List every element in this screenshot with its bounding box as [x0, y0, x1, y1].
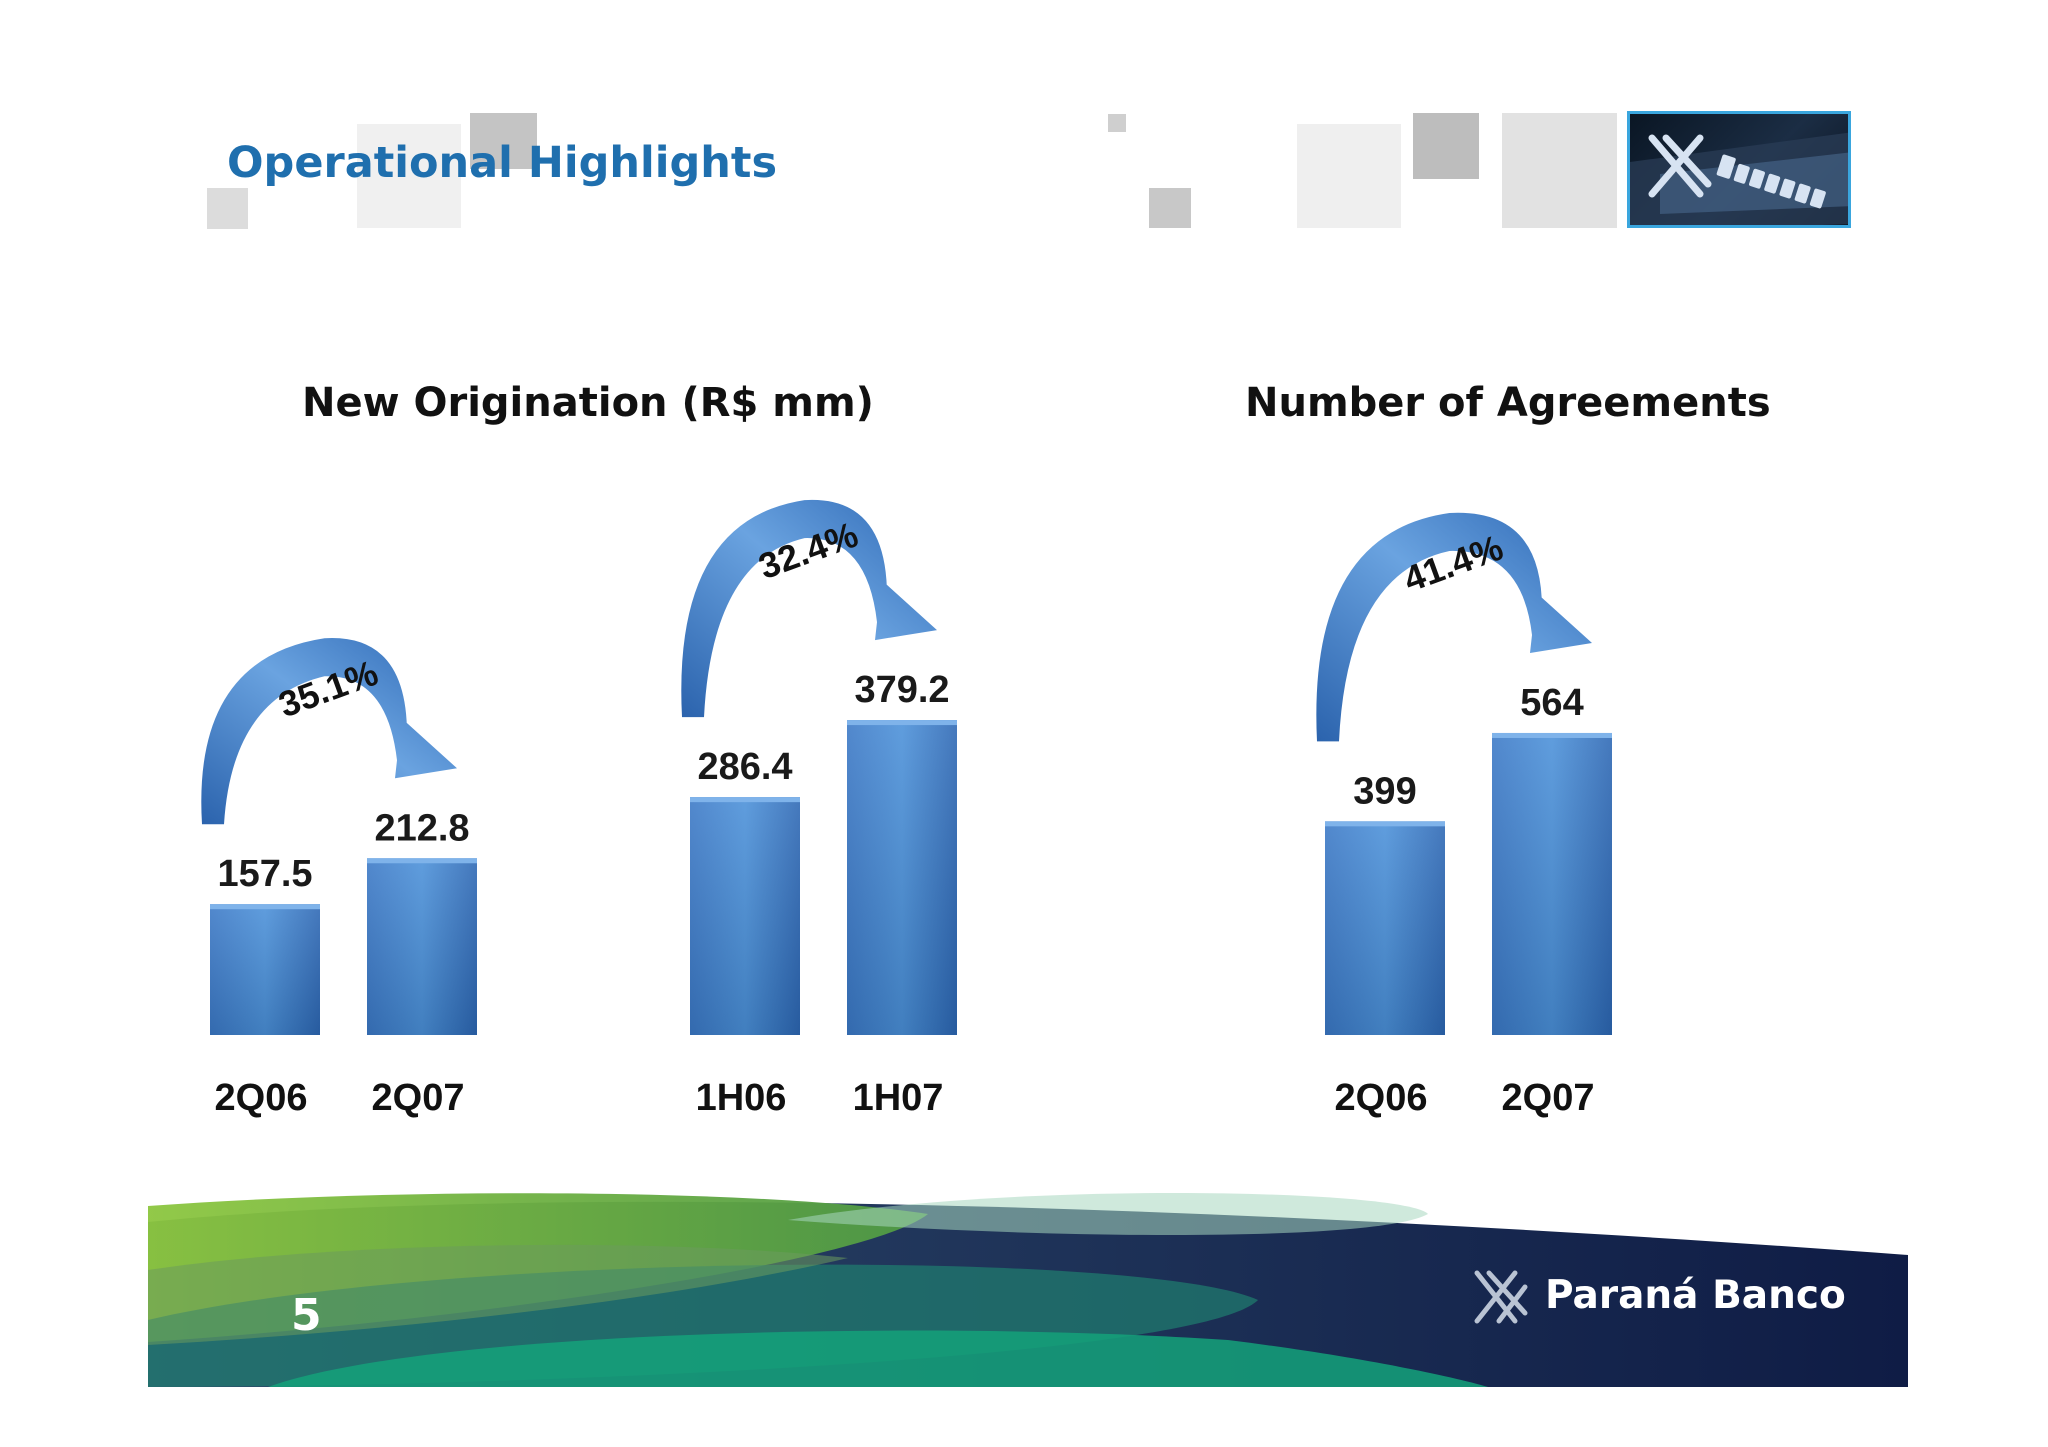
- footer-wave-band: [148, 1192, 1908, 1387]
- brand-name: Paraná Banco: [1545, 1272, 1846, 1318]
- header-square: [207, 188, 248, 229]
- bar-highlight: [690, 797, 800, 803]
- category-label: 2Q07: [1502, 1077, 1595, 1119]
- chart-title-number-of-agreements: Number of Agreements: [1245, 380, 1771, 426]
- bar-shade: [367, 858, 477, 1035]
- category-label: 2Q06: [1335, 1077, 1428, 1119]
- category-label: 1H06: [696, 1077, 787, 1119]
- bar-highlight: [1492, 732, 1612, 738]
- growth-arrow-icon: [201, 638, 457, 825]
- header-square: [1108, 114, 1126, 132]
- brand-logo: Paraná Banco: [1471, 1265, 1846, 1325]
- category-label: 2Q07: [372, 1077, 465, 1119]
- header-square: [1297, 124, 1401, 228]
- header-square: [357, 124, 461, 228]
- header-square: [1502, 113, 1617, 228]
- data-label: 379.2: [854, 669, 949, 711]
- parana-banco-logo-icon: [1474, 1270, 1528, 1324]
- data-label: 212.8: [374, 807, 469, 849]
- category-label: 1H07: [853, 1077, 944, 1119]
- bar-shade: [210, 904, 320, 1035]
- page-number: 5: [291, 1290, 322, 1341]
- parana-banco-logo-icon: [1648, 134, 1712, 198]
- bar-shade: [690, 797, 800, 1035]
- data-label: 399: [1353, 770, 1416, 812]
- bar-shade: [1492, 732, 1612, 1035]
- bar-highlight: [210, 904, 320, 910]
- header-square: [470, 113, 537, 169]
- bar-shade: [1325, 821, 1445, 1035]
- data-label: 564: [1520, 682, 1583, 724]
- data-label: 286.4: [697, 746, 792, 788]
- chart-title-new-origination: New Origination (R$ mm): [302, 380, 874, 426]
- header-square: [1149, 188, 1191, 228]
- bar-shade: [847, 720, 957, 1035]
- header-square: [1413, 113, 1479, 179]
- bar-highlight: [367, 858, 477, 864]
- bar-highlight: [847, 720, 957, 726]
- growth-arrow-icon: [1316, 512, 1592, 742]
- bar-highlight: [1325, 821, 1445, 827]
- page-title: Operational Highlights: [227, 138, 778, 188]
- category-label: 2Q06: [215, 1077, 308, 1119]
- growth-arrow-icon: [681, 499, 937, 718]
- header-photo: [1627, 111, 1851, 228]
- data-label: 157.5: [217, 853, 312, 895]
- building-sign-photo: [1630, 132, 1848, 225]
